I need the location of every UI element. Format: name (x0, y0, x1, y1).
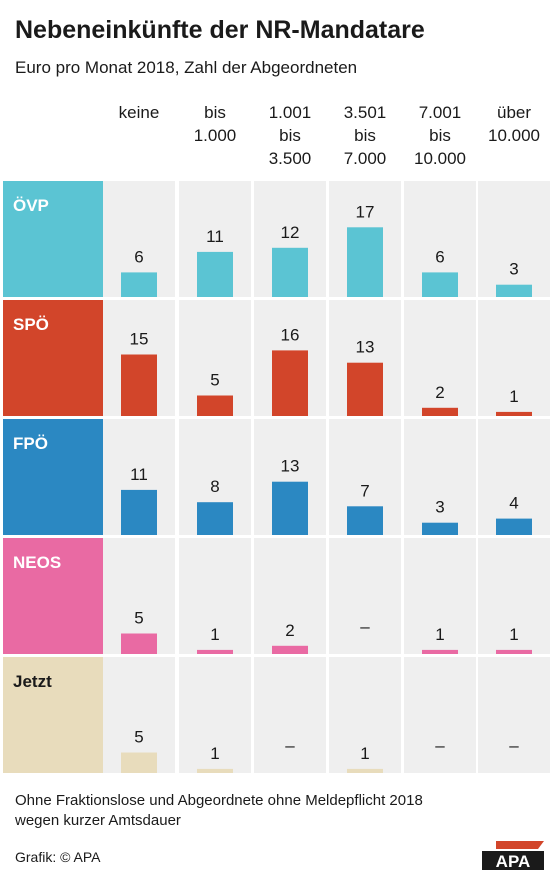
party-block-spoe (3, 300, 103, 416)
category-header-keine: keine (118, 103, 160, 122)
grid-cell (179, 657, 251, 773)
grid-cell (404, 300, 476, 416)
bar-fpoe (272, 481, 308, 535)
bar-jetzt (197, 768, 233, 773)
category-header-ueber-10000: über 10.000 (488, 103, 540, 145)
grid-cell (478, 538, 550, 654)
grid-cell (478, 181, 550, 297)
chart-title: Nebeneinkünfte der NR-Mandatare (15, 16, 425, 44)
value-label-spoe: 5 (210, 371, 219, 390)
value-label-jetzt: 5 (134, 728, 143, 747)
apa-logo: APA (482, 841, 544, 870)
value-label-neos: – (360, 617, 370, 636)
grid-cell (404, 419, 476, 535)
apa-logo-roof (496, 841, 530, 849)
value-label-fpoe: 11 (130, 465, 148, 484)
apa-logo-base (482, 851, 544, 870)
party-block-jetzt (3, 657, 103, 773)
bar-oevp (197, 251, 233, 297)
category-header-bis-1000: bis 1.000 (193, 103, 237, 145)
bar-neos (272, 645, 308, 654)
category-header-1001-3500: 1.001 bis 3.500 (268, 103, 312, 168)
bar-oevp (121, 272, 157, 297)
party-block-oevp (3, 181, 103, 297)
graphic-credit: Grafik: © APA (15, 849, 101, 865)
footnote: Ohne Fraktionslose und Abgeordnete ohne … (15, 792, 423, 829)
value-label-spoe: 1 (509, 387, 518, 406)
bar-oevp (422, 272, 458, 297)
apa-logo-text: APA (496, 852, 531, 870)
value-label-fpoe: 13 (281, 457, 300, 476)
value-label-oevp: 3 (509, 260, 518, 279)
party-label-jetzt: Jetzt (13, 672, 52, 691)
bar-spoe (197, 395, 233, 416)
bar-fpoe (197, 502, 233, 535)
party-label-neos: NEOS (13, 553, 61, 572)
value-label-fpoe: 8 (210, 477, 219, 496)
grid-cell (179, 538, 251, 654)
value-label-oevp: 6 (134, 247, 143, 266)
category-header-3501-7000: 3.501 bis 7.000 (343, 103, 387, 168)
party-label-spoe: SPÖ (13, 315, 49, 334)
value-label-oevp: 12 (281, 223, 300, 242)
value-label-neos: 1 (435, 625, 444, 644)
party-label-oevp: ÖVP (13, 196, 49, 215)
bar-fpoe (121, 489, 157, 535)
value-label-neos: 1 (210, 625, 219, 644)
bar-spoe (496, 411, 532, 416)
bar-neos (197, 649, 233, 654)
value-label-jetzt: 1 (210, 744, 219, 763)
value-label-jetzt: – (285, 736, 295, 755)
value-label-spoe: 13 (356, 338, 375, 357)
grid-cell (329, 657, 401, 773)
bar-spoe (121, 354, 157, 416)
bar-fpoe (347, 506, 383, 535)
party-block-fpoe (3, 419, 103, 535)
value-label-spoe: 16 (281, 325, 300, 344)
party-block-neos (3, 538, 103, 654)
bar-fpoe (422, 522, 458, 535)
value-label-spoe: 15 (130, 330, 149, 349)
bar-jetzt (121, 752, 157, 773)
value-label-neos: 5 (134, 609, 143, 628)
grid-cell (404, 657, 476, 773)
grid-cell (254, 538, 326, 654)
category-header-7001-10000: 7.001 bis 10.000 (414, 103, 466, 168)
bar-neos (496, 649, 532, 654)
grid-cell (478, 300, 550, 416)
party-label-fpoe: FPÖ (13, 434, 48, 453)
bar-spoe (272, 350, 308, 416)
value-label-oevp: 6 (435, 247, 444, 266)
bar-fpoe (496, 518, 532, 535)
value-label-oevp: 11 (206, 227, 224, 246)
bar-oevp (496, 284, 532, 297)
value-label-jetzt: – (435, 736, 445, 755)
value-label-neos: 2 (285, 621, 294, 640)
value-label-fpoe: 4 (509, 494, 518, 513)
value-label-jetzt: – (509, 736, 519, 755)
bar-neos (121, 633, 157, 654)
value-label-spoe: 2 (435, 383, 444, 402)
chart-subtitle: Euro pro Monat 2018, Zahl der Abgeordnet… (15, 58, 358, 77)
value-label-neos: 1 (509, 625, 518, 644)
bar-neos (422, 649, 458, 654)
apa-logo-roof-edge (488, 841, 544, 849)
grid-cell (329, 538, 401, 654)
bar-jetzt (347, 768, 383, 773)
value-label-fpoe: 7 (360, 481, 369, 500)
value-label-oevp: 17 (356, 202, 375, 221)
grid-cell (404, 538, 476, 654)
grid-cell (478, 657, 550, 773)
value-label-jetzt: 1 (360, 744, 369, 763)
grid-cell (478, 419, 550, 535)
bar-spoe (347, 362, 383, 416)
bar-spoe (422, 407, 458, 416)
value-label-fpoe: 3 (435, 498, 444, 517)
grid-cell (254, 657, 326, 773)
bar-oevp (347, 227, 383, 297)
bar-oevp (272, 247, 308, 297)
